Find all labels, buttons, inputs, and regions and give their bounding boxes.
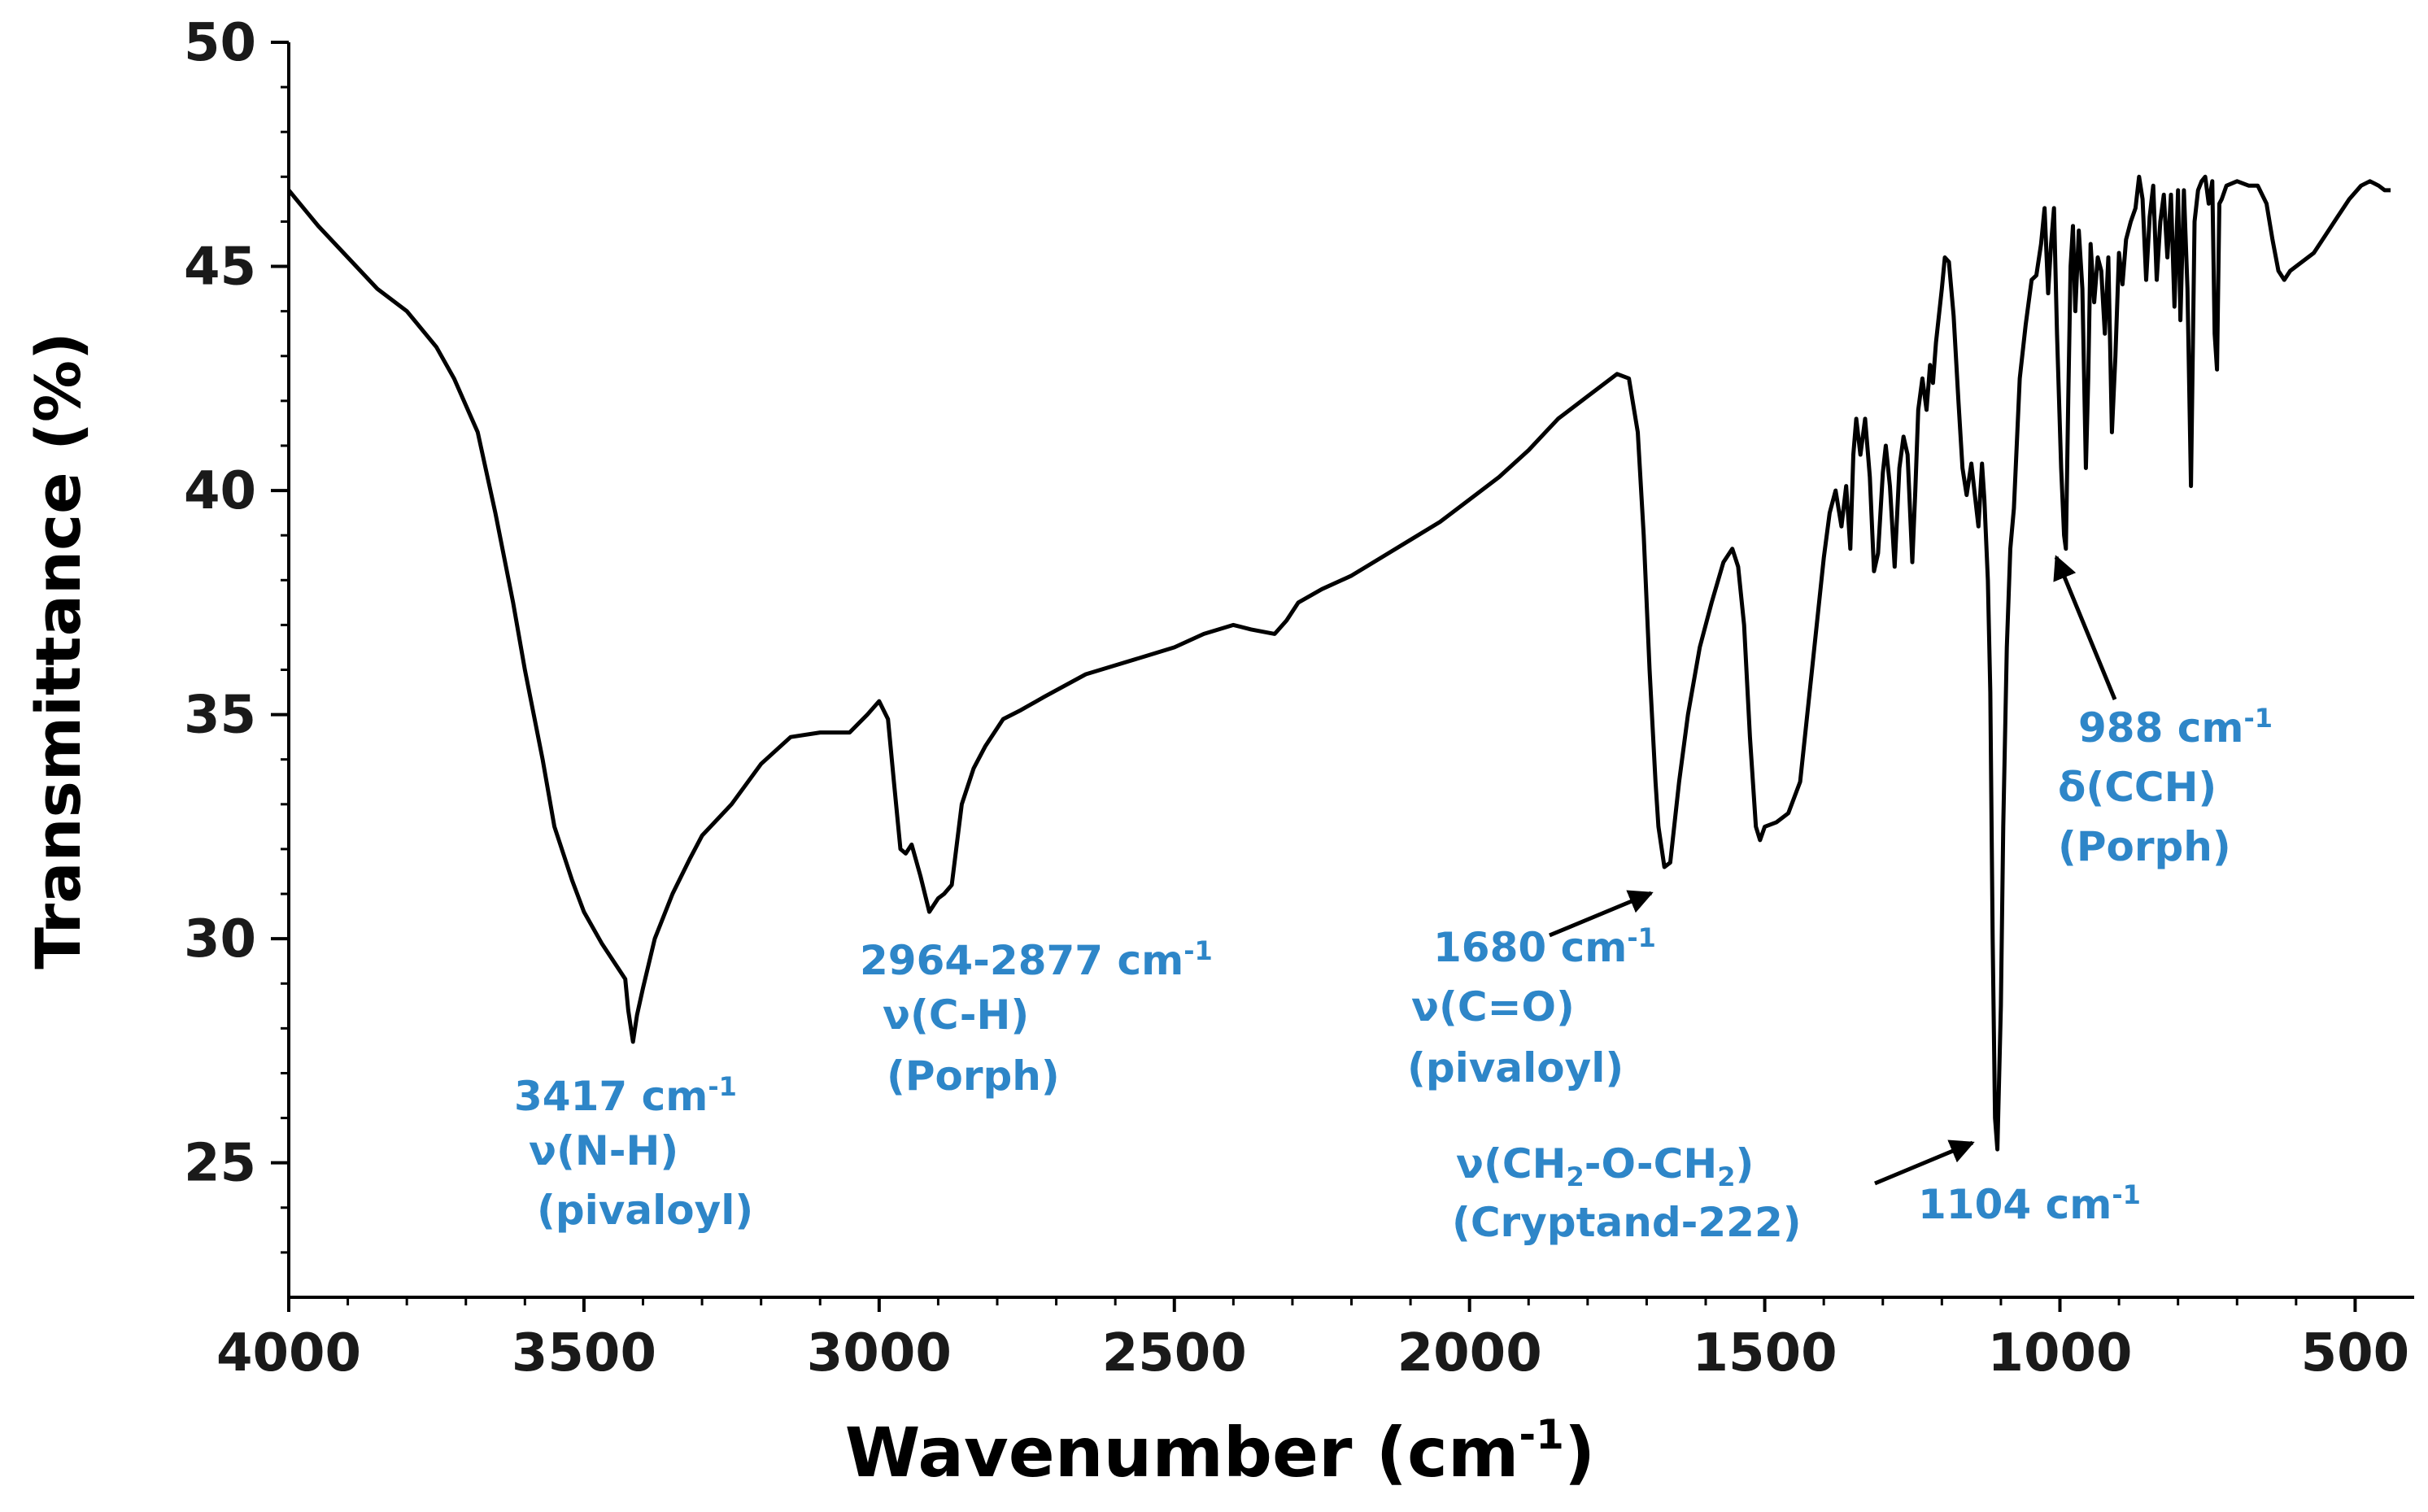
svg-text:988 cm-1: 988 cm-1 <box>2078 703 2273 752</box>
y-tick-label: 25 <box>184 1134 256 1194</box>
annotation-coc-wavenumber: 1104 cm-1 <box>1918 1179 2141 1228</box>
svg-text:3417 cm-1: 3417 cm-1 <box>514 1071 737 1120</box>
x-axis-ticks: 4000 3500 3000 2500 2000 1500 1000 500 <box>216 1297 2409 1383</box>
svg-text:2964-2877 cm-1: 2964-2877 cm-1 <box>860 935 1213 984</box>
x-tick-label: 3000 <box>807 1323 952 1383</box>
x-axis-title-end: ) <box>1564 1413 1595 1492</box>
annotation-cch-arrow <box>2053 555 2117 700</box>
annotation-ch-group: (Porph) <box>887 1052 1060 1100</box>
spectrum-trace <box>287 174 2391 1152</box>
annotation-ch: 2964-2877 cm-1 ν(C-H) (Porph) <box>860 935 1213 1100</box>
annotation-cch: 988 cm-1 δ(CCH) (Porph) <box>2053 555 2273 870</box>
annotation-ch-mode: ν(C-H) <box>883 991 1029 1039</box>
y-tick-label: 45 <box>184 237 256 298</box>
svg-text:ν(CH2-O-CH2): ν(CH2-O-CH2) <box>1456 1140 1754 1192</box>
annotation-coc-wavenumber-text: 1104 cm <box>1918 1181 2112 1228</box>
annotation-co: 1680 cm-1 ν(C=O) (pivaloyl) <box>1407 890 1656 1092</box>
annotation-coc-sub2: 2 <box>1717 1161 1735 1192</box>
annotation-ch-wavenumber: 2964-2877 cm <box>860 937 1183 984</box>
svg-text:1680 cm-1: 1680 cm-1 <box>1433 922 1656 971</box>
annotation-co-mode: ν(C=O) <box>1411 983 1575 1031</box>
annotation-coc-sub1: 2 <box>1566 1161 1584 1192</box>
x-axis-title: Wavenumber (cm-1) <box>845 1411 1596 1492</box>
annotation-nh-group: (pivaloyl) <box>537 1187 753 1234</box>
annotation-co-group: (pivaloyl) <box>1407 1044 1624 1092</box>
y-tick-label: 30 <box>184 909 256 970</box>
annotation-coc-o-ch: -O-CH <box>1585 1140 1717 1187</box>
annotation-cch-group: (Porph) <box>2058 823 2231 870</box>
svg-text:1104 cm-1: 1104 cm-1 <box>1918 1179 2141 1228</box>
annotation-coc-group: (Cryptand-222) <box>1452 1199 1802 1246</box>
annotation-cch-wavenumber: 988 cm <box>2078 704 2244 752</box>
y-tick-label: 40 <box>184 461 256 521</box>
annotation-nh-wavenumber: 3417 cm <box>514 1073 708 1120</box>
x-tick-label: 2000 <box>1397 1323 1542 1383</box>
x-tick-label: 1000 <box>1987 1323 2132 1383</box>
annotation-coc-nu-ch: ν(CH <box>1456 1140 1566 1187</box>
y-axis-ticks: 25 30 35 40 45 50 <box>184 13 289 1254</box>
annotation-coc-arrow <box>1874 1139 1975 1186</box>
annotation-ch-sup: -1 <box>1183 935 1213 966</box>
annotation-co-wavenumber: 1680 cm <box>1433 924 1627 971</box>
x-tick-label: 3500 <box>512 1323 656 1383</box>
x-axis-title-sup: -1 <box>1519 1411 1564 1458</box>
x-tick-label: 2500 <box>1102 1323 1247 1383</box>
annotation-cch-sup: -1 <box>2244 703 2273 734</box>
annotation-co-arrow <box>1549 890 1654 938</box>
x-tick-label: 1500 <box>1693 1323 1837 1383</box>
y-tick-label: 35 <box>184 686 256 746</box>
annotation-coc-close: ) <box>1735 1140 1754 1187</box>
annotation-nh-mode: ν(N-H) <box>529 1127 678 1174</box>
x-axis-title-main: Wavenumber (cm <box>845 1413 1519 1492</box>
annotation-nh-sup: -1 <box>708 1071 737 1102</box>
annotation-cch-mode: δ(CCH) <box>2058 764 2217 811</box>
x-tick-label: 4000 <box>216 1323 361 1383</box>
annotation-coc-wavenumber-sup: -1 <box>2112 1179 2141 1210</box>
annotation-nh: 3417 cm-1 ν(N-H) (pivaloyl) <box>514 1071 753 1234</box>
y-axis-title: Transmittance (%) <box>22 332 94 970</box>
y-tick-label: 50 <box>184 13 256 73</box>
annotation-coc: ν(CH2-O-CH2) (Cryptand-222) <box>1452 1139 1975 1246</box>
annotation-co-sup: -1 <box>1627 922 1656 953</box>
x-tick-label: 500 <box>2301 1323 2410 1383</box>
